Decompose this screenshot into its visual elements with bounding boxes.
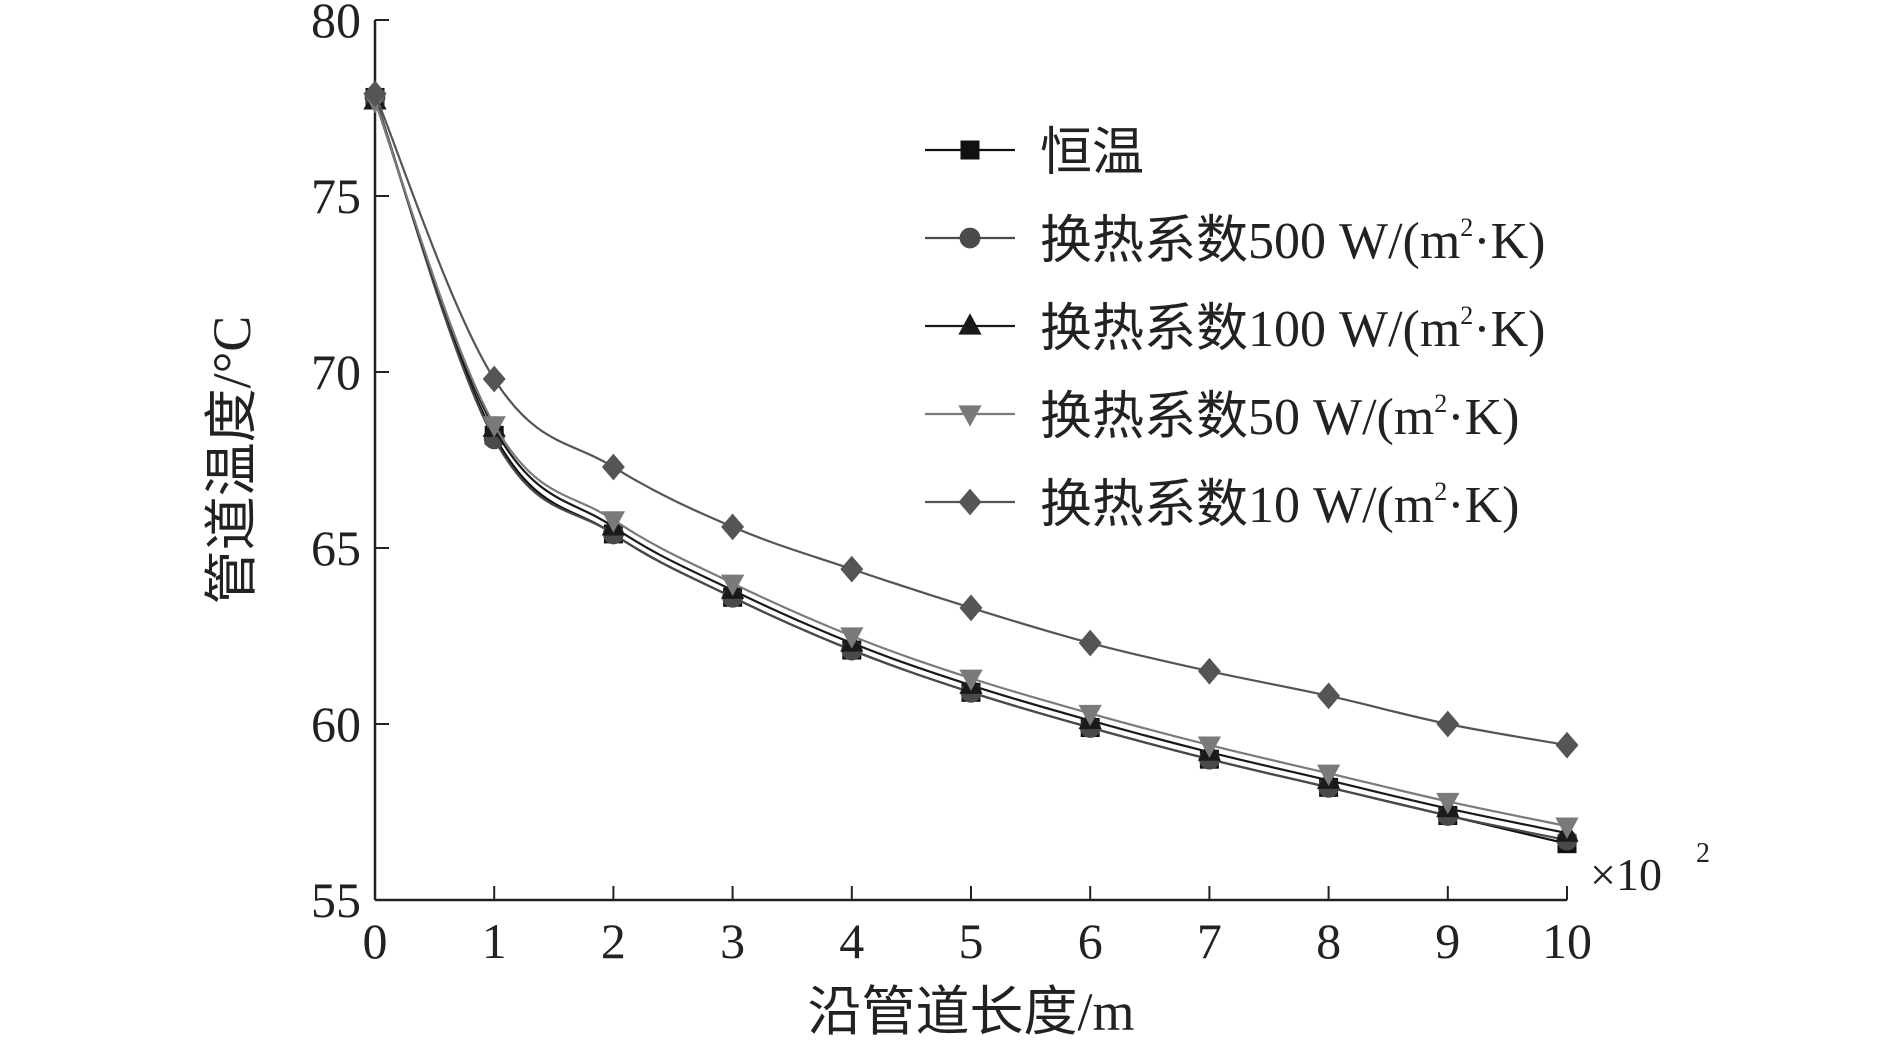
legend-superscript: 2 [1460, 301, 1473, 330]
legend-superscript: 2 [1460, 213, 1473, 242]
data-point [601, 453, 625, 481]
legend-label: 换热系数100 W/(m2·K) [1040, 301, 1545, 358]
series-2 [363, 88, 1579, 842]
data-point [1078, 629, 1102, 657]
legend-label-unit: ·K) [1473, 301, 1545, 358]
data-point [1436, 792, 1460, 815]
x-ticks: 0 1 2 3 4 5 6 7 8 9 10 [363, 886, 1592, 969]
legend-label: 换热系数500 W/(m2·K) [1040, 213, 1545, 270]
legend-label: 恒温 [1040, 125, 1144, 182]
series-1 [364, 87, 1578, 851]
data-point [482, 416, 506, 438]
legend-item: 换热系数100 W/(m2·K) [925, 301, 1545, 358]
x-tick-label: 9 [1435, 913, 1460, 969]
series-line [373, 97, 1568, 845]
legend-marker [958, 313, 982, 335]
x-tick-label: 10 [1542, 913, 1592, 969]
legend-marker [958, 405, 982, 427]
legend-item: 换热系数50 W/(m2·K) [925, 389, 1519, 446]
legend-marker [960, 140, 980, 160]
legend-label-unit: ·K) [1473, 213, 1545, 270]
legend-item: 换热系数10 W/(m2·K) [925, 477, 1519, 534]
data-point [601, 511, 626, 533]
x-tick-label: 1 [482, 913, 507, 969]
data-point [1197, 657, 1221, 685]
series-0 [365, 87, 1577, 854]
x-tick-label: 5 [959, 913, 984, 969]
y-axis-label: 管道温度/°C [202, 316, 262, 605]
data-point [1197, 736, 1222, 758]
legend-label-unit: ·K) [1447, 477, 1519, 534]
legend-label-text: 换热系数100 W/(m [1040, 301, 1460, 358]
data-point [840, 627, 864, 649]
x-tick-label: 0 [363, 913, 388, 969]
data-point [840, 555, 864, 583]
x-tick-label: 4 [839, 913, 864, 969]
legend-label-text: 换热系数50 W/(m [1040, 389, 1434, 446]
series-line [373, 100, 1568, 828]
data-point [720, 574, 745, 596]
series-line [373, 93, 1568, 747]
legend-superscript: 2 [1434, 389, 1447, 418]
legend-label-text: 换热系数10 W/(m [1040, 477, 1434, 534]
legend-superscript: 2 [1434, 477, 1447, 506]
series-3 [363, 92, 1579, 839]
data-point [959, 669, 983, 691]
series-layer [363, 80, 1579, 854]
data-point [1436, 710, 1460, 738]
legend-label: 换热系数10 W/(m2·K) [1040, 477, 1519, 534]
data-point [363, 80, 387, 108]
y-tick-label: 55 [311, 872, 361, 928]
legend-label-text: 换热系数500 W/(m [1040, 213, 1460, 270]
x-tick-label: 8 [1316, 913, 1341, 969]
series-4 [363, 80, 1579, 759]
y-tick-label: 65 [311, 520, 361, 576]
y-tick-label: 60 [311, 696, 361, 752]
y-tick-label: 70 [311, 344, 361, 400]
data-point [721, 513, 745, 541]
y-tick-label: 75 [311, 168, 361, 224]
data-point [482, 365, 506, 393]
series-line [373, 100, 1568, 835]
legend-item: 恒温 [925, 125, 1144, 182]
y-ticks: 55 60 65 70 75 80 [311, 0, 389, 928]
x-multiplier-exponent: 2 [1696, 838, 1710, 869]
legend-label-text: 恒温 [1040, 125, 1144, 182]
series-line [373, 97, 1568, 842]
data-point [1316, 764, 1341, 787]
legend-marker [959, 227, 981, 249]
legend-marker [958, 488, 982, 516]
data-point [1555, 731, 1579, 759]
x-tick-label: 7 [1197, 913, 1222, 969]
data-point [1317, 682, 1341, 710]
legend-item: 换热系数500 W/(m2·K) [925, 213, 1545, 270]
data-point [1078, 704, 1102, 727]
data-point [959, 594, 983, 622]
x-tick-label: 2 [601, 913, 626, 969]
x-axis-label: 沿管道长度/m [807, 982, 1134, 1040]
x-tick-label: 3 [720, 913, 745, 969]
data-point [1555, 817, 1579, 839]
legend-label-unit: ·K) [1447, 389, 1519, 446]
x-tick-label: 6 [1078, 913, 1103, 969]
y-tick-label: 80 [311, 0, 361, 48]
x-multiplier-label: ×10 [1590, 849, 1662, 900]
legend-label: 换热系数50 W/(m2·K) [1040, 389, 1519, 446]
